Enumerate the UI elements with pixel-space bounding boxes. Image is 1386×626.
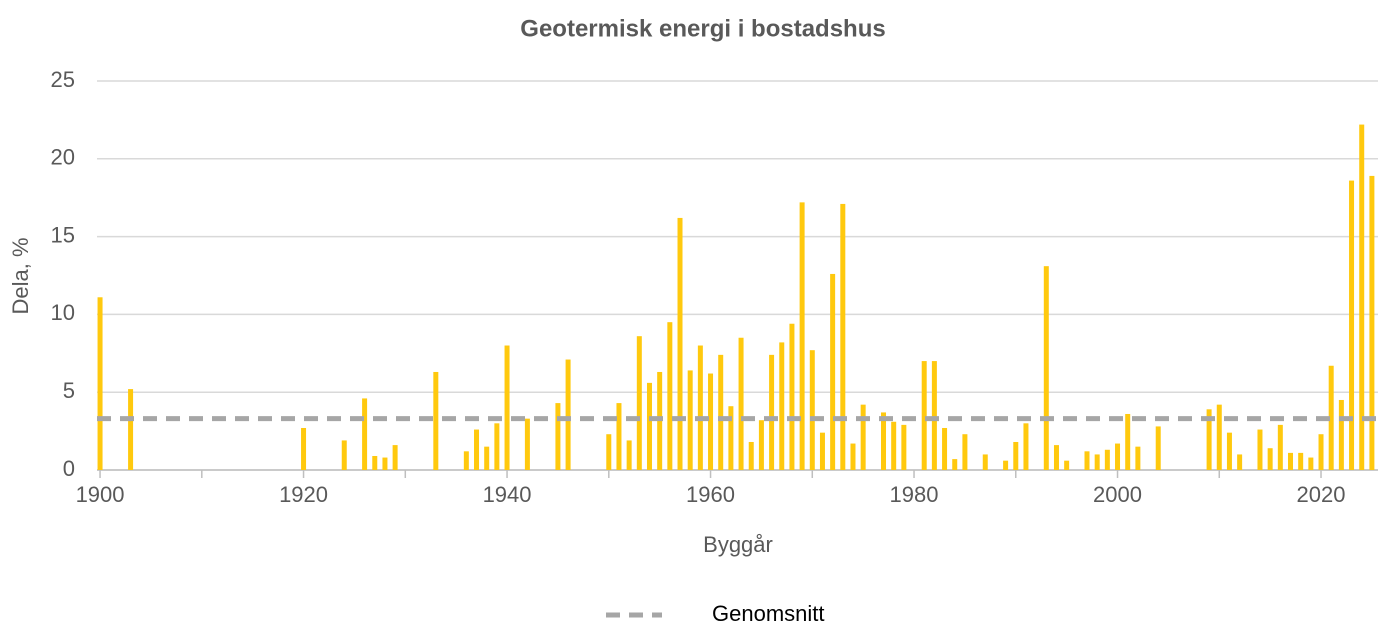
bar xyxy=(646,382,652,470)
bar xyxy=(769,354,775,470)
bar xyxy=(565,359,571,470)
bar xyxy=(1064,460,1070,470)
bar xyxy=(748,441,754,470)
bar xyxy=(1053,445,1059,470)
bar xyxy=(494,423,500,470)
y-tick-label: 20 xyxy=(51,145,75,170)
y-tick-label: 15 xyxy=(51,222,75,247)
x-tick-label: 1920 xyxy=(279,482,328,507)
bar xyxy=(677,217,683,470)
y-axis-label: Dela, % xyxy=(8,237,33,314)
bar xyxy=(1338,399,1344,470)
bar xyxy=(1369,175,1375,470)
bar xyxy=(1287,452,1293,470)
bar xyxy=(850,443,856,470)
bar xyxy=(687,370,693,470)
bar xyxy=(779,342,785,470)
bar xyxy=(1359,124,1365,471)
bar xyxy=(484,446,490,470)
bar xyxy=(1308,457,1314,470)
bar xyxy=(942,427,948,470)
bar xyxy=(1013,441,1019,470)
bar xyxy=(921,361,927,470)
bar xyxy=(341,440,347,470)
bar xyxy=(962,434,968,470)
bar xyxy=(1298,452,1304,470)
x-tick-label: 1940 xyxy=(483,482,532,507)
x-tick-label: 2020 xyxy=(1297,482,1346,507)
bar xyxy=(840,203,846,470)
bar xyxy=(1155,426,1161,470)
x-axis-label: Byggår xyxy=(703,532,773,557)
bar xyxy=(1328,365,1334,470)
bar xyxy=(463,451,469,470)
bar xyxy=(819,432,825,470)
bar xyxy=(1257,429,1263,470)
bar xyxy=(901,424,907,470)
bar xyxy=(789,323,795,470)
bar xyxy=(758,420,764,470)
bar xyxy=(1349,180,1355,471)
bar xyxy=(1104,449,1110,470)
bar xyxy=(1094,454,1100,470)
bar xyxy=(738,337,744,470)
bar xyxy=(382,457,388,470)
bar xyxy=(362,398,368,470)
bar xyxy=(891,421,897,470)
bar xyxy=(1318,434,1324,470)
bar xyxy=(1084,451,1090,470)
bar xyxy=(555,403,561,470)
bar xyxy=(128,389,134,470)
y-tick-label: 10 xyxy=(51,300,75,325)
bar xyxy=(809,350,815,470)
bar xyxy=(860,404,866,470)
x-tick-label: 1980 xyxy=(890,482,939,507)
bar xyxy=(931,361,937,470)
bar xyxy=(667,322,673,470)
bar xyxy=(1135,446,1141,470)
bar xyxy=(1216,404,1222,470)
x-tick-label: 1960 xyxy=(686,482,735,507)
y-tick-label: 5 xyxy=(63,378,75,403)
bar xyxy=(372,455,378,470)
bar xyxy=(474,429,480,470)
bar xyxy=(524,418,530,470)
x-tick-label: 1900 xyxy=(76,482,125,507)
bar xyxy=(1043,266,1049,470)
y-tick-label: 0 xyxy=(63,456,75,481)
bar xyxy=(799,202,805,471)
bar xyxy=(697,345,703,470)
bar xyxy=(1115,443,1121,470)
bar xyxy=(718,354,724,470)
bar xyxy=(952,459,958,470)
bar xyxy=(1277,424,1283,470)
legend-label: Genomsnitt xyxy=(712,601,825,626)
bar xyxy=(1023,423,1029,470)
bar xyxy=(616,403,622,470)
bar xyxy=(708,373,714,470)
bar xyxy=(1267,448,1273,470)
bar xyxy=(97,297,103,470)
bar xyxy=(1226,432,1232,470)
bar xyxy=(1003,460,1009,470)
bar xyxy=(301,427,307,470)
bar xyxy=(626,440,632,470)
bar xyxy=(636,336,642,470)
bar xyxy=(982,454,988,470)
bar xyxy=(881,412,887,470)
bar xyxy=(728,406,734,470)
bar xyxy=(1237,454,1243,470)
y-tick-label: 25 xyxy=(51,67,75,92)
bar xyxy=(433,371,439,470)
bar xyxy=(392,445,398,470)
x-tick-label: 2000 xyxy=(1093,482,1142,507)
bar xyxy=(606,434,612,470)
bar xyxy=(1206,409,1212,470)
bar xyxy=(1125,413,1131,470)
bar xyxy=(830,273,836,470)
bar xyxy=(504,345,510,470)
chart-title: Geotermisk energi i bostadshus xyxy=(520,15,885,42)
